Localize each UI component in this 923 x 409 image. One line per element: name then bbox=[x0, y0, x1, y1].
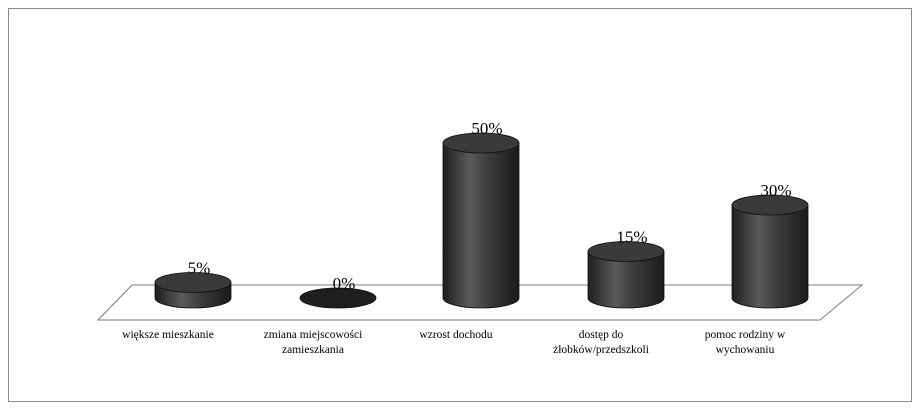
value-label-1: 5% bbox=[188, 259, 211, 278]
category-label-2-line-1: zmiana miejscowości bbox=[264, 329, 363, 341]
bar-body-3 bbox=[442, 142, 520, 309]
bar-body-5 bbox=[731, 204, 809, 309]
category-label-5-line-2: wychowaniu bbox=[716, 344, 775, 356]
category-label-4-line-2: żłobków/przedszkoli bbox=[553, 344, 649, 356]
value-label-2: 0% bbox=[333, 274, 356, 293]
value-label-3: 50% bbox=[471, 119, 502, 138]
bar-top-1 bbox=[154, 272, 232, 293]
category-label-3-line-1: wzrost dochodu bbox=[419, 329, 492, 341]
category-label-5-line-1: pomoc rodziny w bbox=[705, 329, 786, 341]
bar-3 bbox=[442, 132, 520, 309]
bar-2 bbox=[299, 287, 377, 309]
bar-4 bbox=[587, 241, 665, 309]
category-label-1-line-1: większe mieszkanie bbox=[122, 329, 214, 341]
bar-5 bbox=[731, 194, 809, 309]
bar-top-4 bbox=[587, 241, 665, 262]
category-label-2-line-2: zamieszkania bbox=[282, 344, 344, 356]
category-labels-group: większe mieszkanie zmiana miejscowości zam… bbox=[122, 329, 786, 356]
value-label-5: 30% bbox=[760, 181, 791, 200]
bar-body-4 bbox=[587, 251, 665, 309]
value-labels-group: 5% 0% 50% 15% 30% bbox=[188, 119, 792, 293]
category-label-4-line-1: dostęp do bbox=[579, 329, 624, 341]
bar-1 bbox=[154, 272, 232, 309]
bar-top-5 bbox=[731, 194, 809, 216]
bars-group bbox=[154, 132, 809, 309]
bar-top-3 bbox=[442, 132, 520, 154]
value-label-4: 15% bbox=[616, 228, 647, 247]
bar-top-2 bbox=[299, 287, 377, 309]
